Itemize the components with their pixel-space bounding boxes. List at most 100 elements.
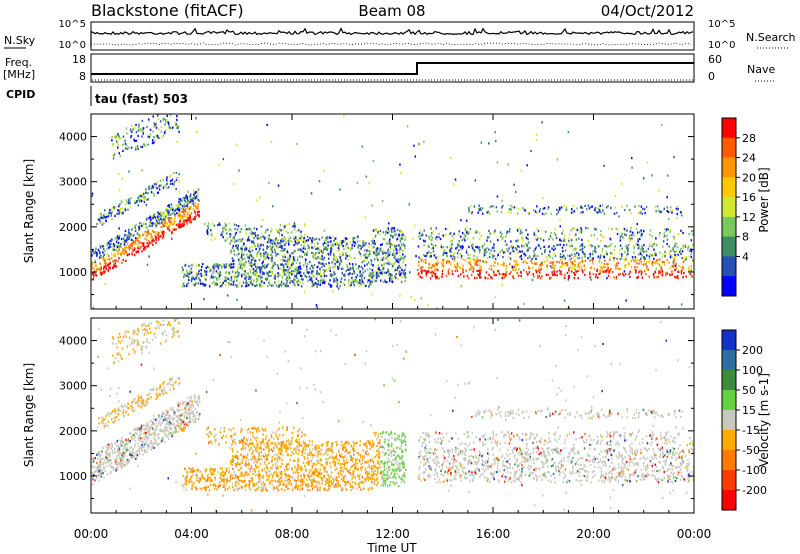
data-cell bbox=[184, 401, 186, 404]
data-cell bbox=[149, 220, 151, 223]
data-cell bbox=[626, 227, 629, 230]
data-cell bbox=[620, 182, 623, 185]
data-cell bbox=[140, 129, 142, 132]
data-cell bbox=[621, 232, 623, 235]
data-cell bbox=[599, 270, 601, 273]
data-cell bbox=[328, 267, 330, 270]
data-cell bbox=[288, 237, 290, 240]
data-cell bbox=[596, 268, 599, 271]
data-cell bbox=[117, 465, 119, 468]
data-cell bbox=[128, 448, 130, 451]
data-cell bbox=[373, 272, 376, 275]
data-cell bbox=[103, 214, 105, 217]
data-cell bbox=[99, 244, 101, 247]
data-cell bbox=[552, 265, 554, 268]
data-cell bbox=[298, 229, 300, 232]
data-cell bbox=[509, 204, 512, 207]
data-cell bbox=[601, 250, 604, 253]
data-cell bbox=[238, 169, 240, 172]
data-cell bbox=[671, 209, 674, 212]
data-cell bbox=[450, 247, 453, 250]
data-cell bbox=[152, 442, 154, 445]
data-cell bbox=[366, 249, 368, 252]
data-cell bbox=[115, 206, 117, 209]
data-cell bbox=[519, 229, 522, 232]
data-cell bbox=[641, 254, 643, 257]
data-cell bbox=[190, 265, 193, 268]
data-cell bbox=[513, 206, 516, 209]
data-cell bbox=[138, 227, 140, 230]
data-cell bbox=[215, 270, 218, 273]
data-cell bbox=[661, 273, 664, 276]
data-cell bbox=[158, 128, 160, 131]
data-cell bbox=[282, 224, 285, 227]
data-cell bbox=[219, 271, 222, 274]
data-cell bbox=[124, 207, 126, 210]
data-cell bbox=[114, 214, 116, 218]
data-cell bbox=[137, 197, 139, 200]
data-cell bbox=[140, 145, 142, 148]
data-cell bbox=[285, 230, 287, 233]
data-cell bbox=[388, 222, 390, 225]
power-colorbar-label: Power [dB] bbox=[757, 167, 771, 232]
data-cell bbox=[256, 273, 258, 276]
data-cell bbox=[519, 232, 522, 235]
data-cell bbox=[130, 124, 133, 127]
data-cell bbox=[571, 253, 573, 256]
data-cell bbox=[129, 232, 131, 235]
data-cell bbox=[195, 411, 198, 414]
data-cell bbox=[146, 216, 148, 220]
data-cell bbox=[640, 210, 642, 213]
data-cell bbox=[172, 211, 174, 214]
data-cell bbox=[517, 245, 519, 248]
data-cell bbox=[446, 246, 448, 249]
data-cell bbox=[667, 228, 669, 231]
data-cell bbox=[232, 244, 235, 248]
data-cell bbox=[309, 267, 311, 270]
data-cell bbox=[339, 244, 341, 247]
data-cell bbox=[400, 248, 402, 251]
data-cell bbox=[373, 239, 375, 243]
data-cell bbox=[422, 239, 425, 242]
data-cell bbox=[485, 261, 487, 264]
data-cell bbox=[112, 258, 115, 262]
data-cell bbox=[244, 257, 246, 260]
data-cell bbox=[303, 291, 306, 294]
data-cell bbox=[480, 245, 482, 248]
data-cell bbox=[169, 388, 171, 391]
data-cell bbox=[388, 274, 390, 277]
data-cell bbox=[457, 264, 459, 267]
data-cell bbox=[164, 215, 167, 218]
data-cell bbox=[396, 268, 398, 271]
data-cell bbox=[317, 247, 319, 250]
data-cell bbox=[321, 274, 323, 277]
data-cell bbox=[115, 469, 117, 472]
data-cell bbox=[131, 227, 134, 231]
data-cell bbox=[103, 271, 105, 274]
data-cell bbox=[621, 247, 623, 250]
data-cell bbox=[185, 210, 187, 213]
data-cell bbox=[334, 262, 336, 265]
data-cell bbox=[168, 205, 171, 209]
data-cell bbox=[262, 260, 264, 263]
data-cell bbox=[666, 196, 668, 199]
data-cell bbox=[537, 274, 539, 277]
data-cell bbox=[413, 299, 416, 302]
data-cell bbox=[268, 257, 270, 260]
data-cell bbox=[321, 236, 323, 239]
data-cell bbox=[332, 262, 334, 265]
data-cell bbox=[496, 161, 499, 164]
data-cell bbox=[274, 281, 276, 284]
data-cell bbox=[671, 265, 673, 268]
data-cell bbox=[284, 248, 286, 251]
data-cell bbox=[288, 274, 290, 278]
data-cell bbox=[194, 211, 196, 214]
data-cell bbox=[633, 247, 635, 250]
data-cell bbox=[96, 254, 98, 257]
data-cell bbox=[397, 277, 399, 280]
data-cell bbox=[334, 272, 336, 275]
data-cell bbox=[543, 260, 546, 263]
data-cell bbox=[132, 249, 134, 252]
data-cell bbox=[592, 251, 595, 254]
data-cell bbox=[604, 244, 606, 247]
